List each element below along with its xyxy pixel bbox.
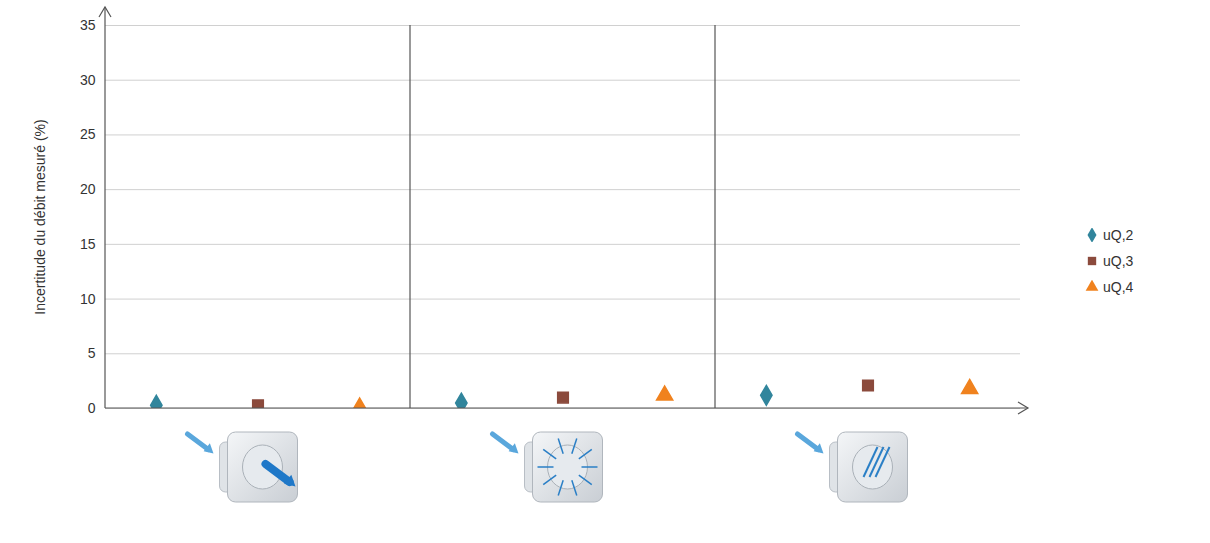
svg-text:Incertitude du débit mesuré (%: Incertitude du débit mesuré (%) [32,119,48,314]
svg-text:20: 20 [80,181,96,197]
html-text:uQ,2: uQ,2 [1103,227,1134,243]
svg-text:5: 5 [88,345,96,361]
svg-text:15: 15 [80,236,96,252]
html-text:uQ,3: uQ,3 [1103,253,1134,269]
svg-text:0: 0 [88,400,96,416]
html-text:uQ,4: uQ,4 [1103,279,1134,295]
svg-text:35: 35 [80,17,96,33]
svg-text:10: 10 [80,291,96,307]
svg-text:30: 30 [80,72,96,88]
svg-text:25: 25 [80,126,96,142]
